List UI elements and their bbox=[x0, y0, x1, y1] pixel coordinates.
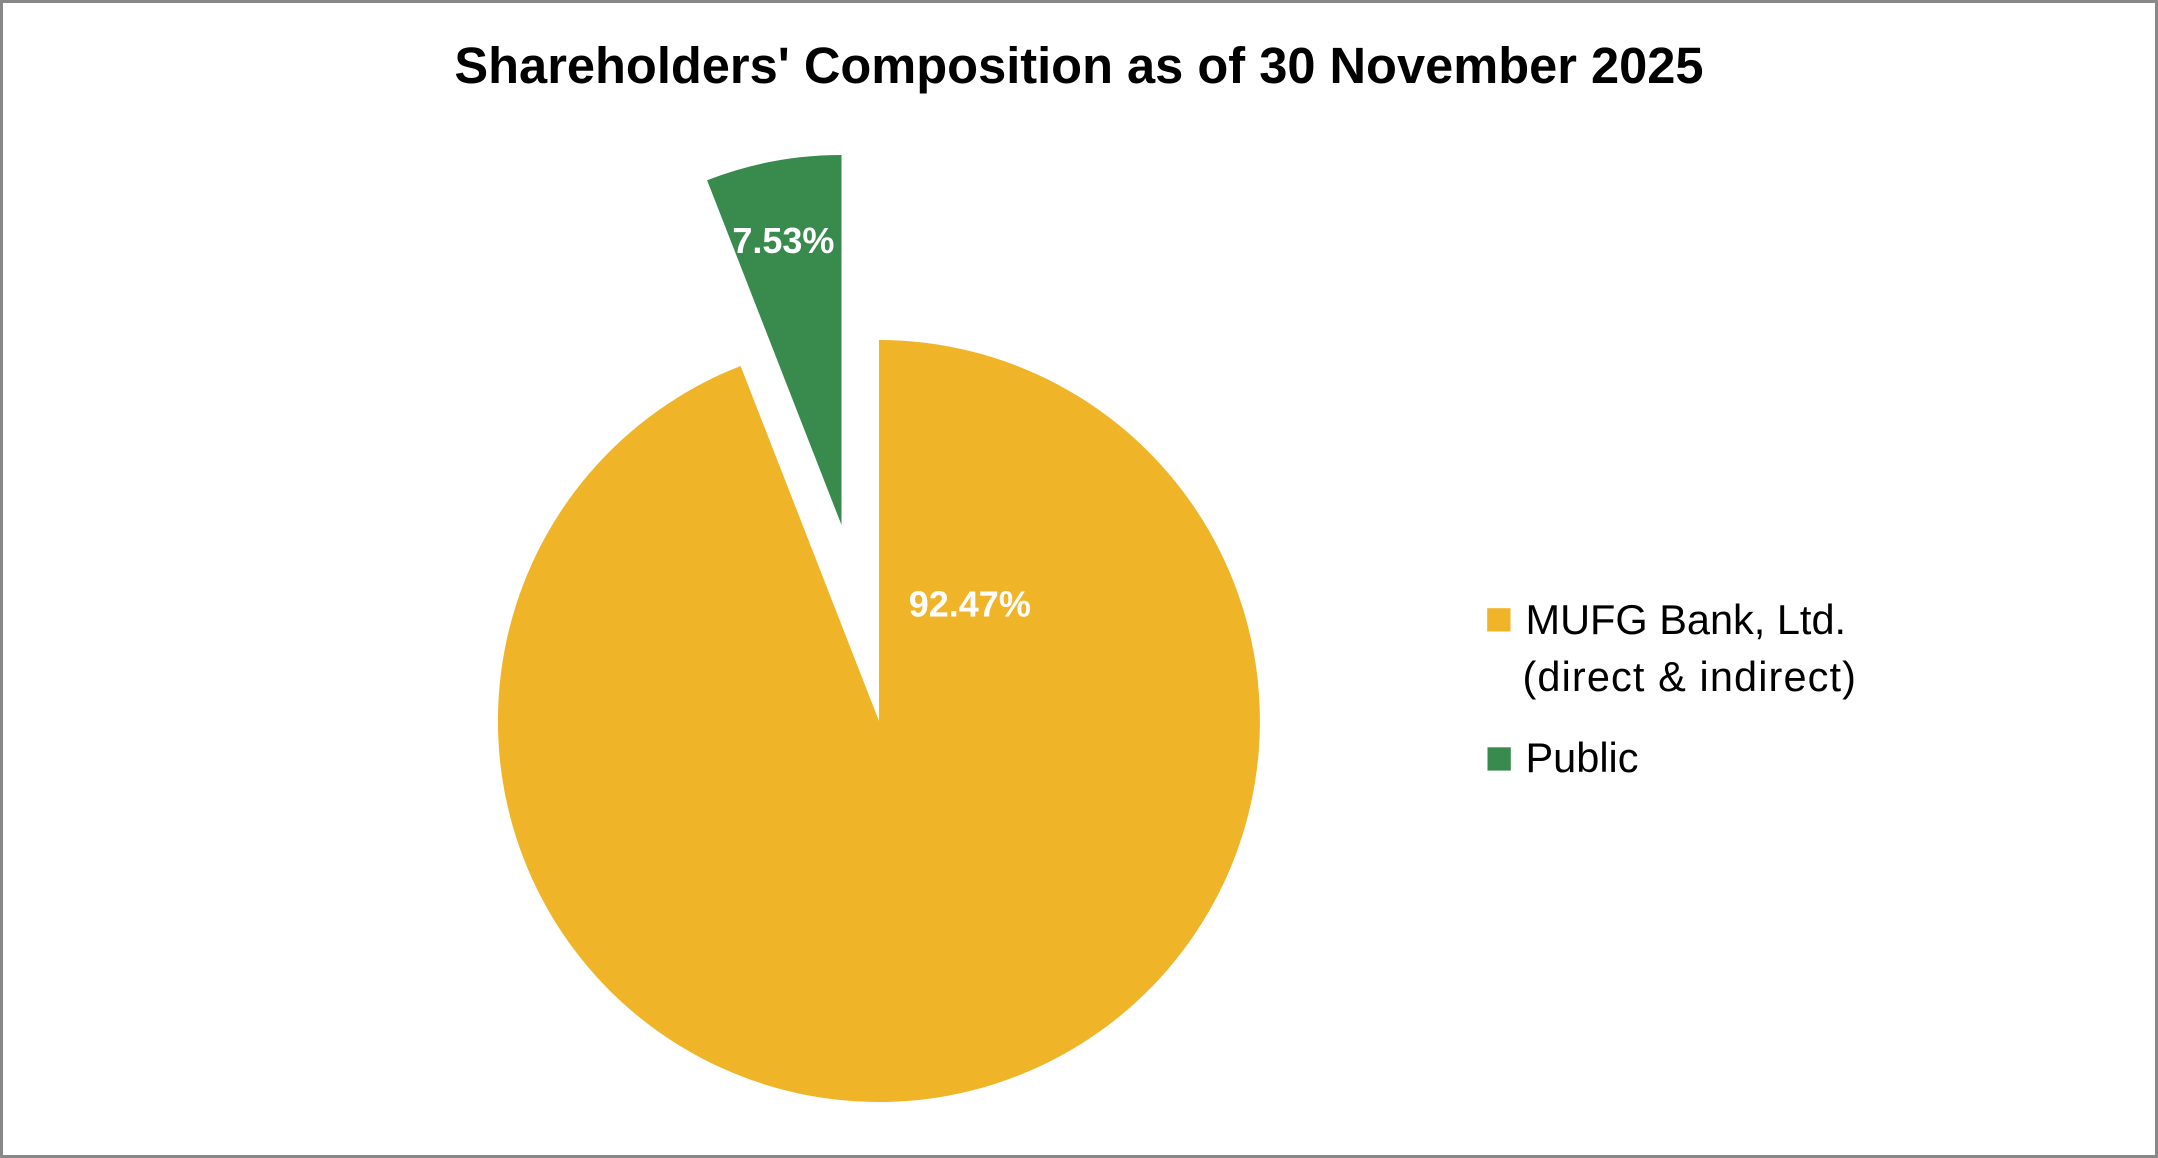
svg-text:(direct & indirect): (direct & indirect) bbox=[1523, 653, 1858, 700]
svg-text:Public: Public bbox=[1526, 734, 1639, 781]
svg-text:MUFG Bank, Ltd.: MUFG Bank, Ltd. bbox=[1526, 596, 1847, 643]
svg-text:7.53%: 7.53% bbox=[732, 220, 834, 261]
svg-text:92.47%: 92.47% bbox=[909, 584, 1031, 625]
